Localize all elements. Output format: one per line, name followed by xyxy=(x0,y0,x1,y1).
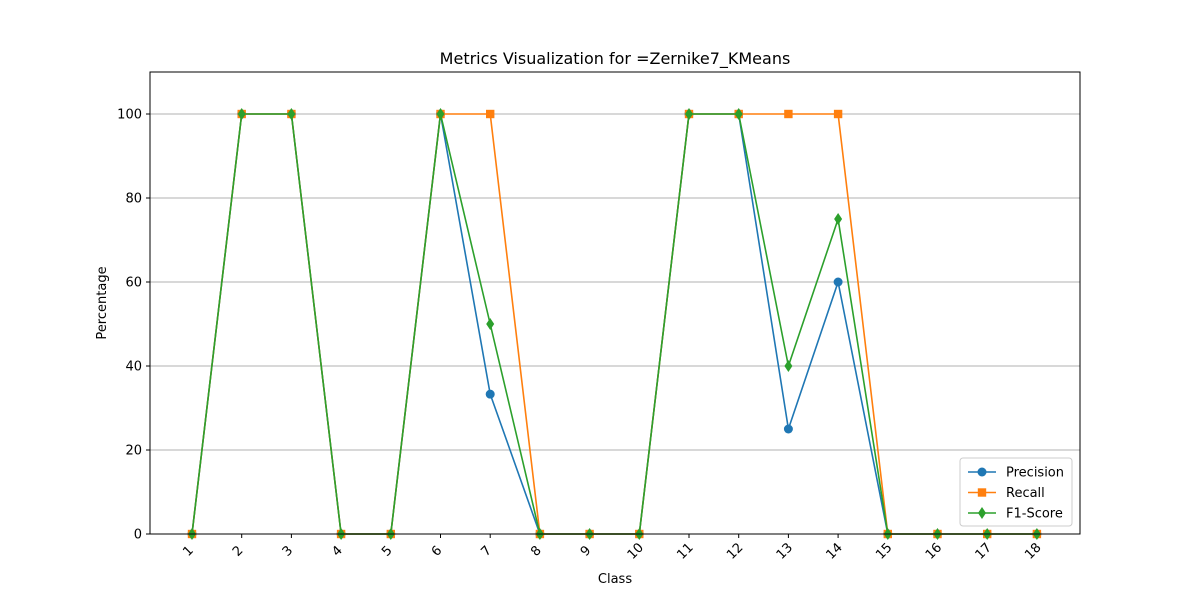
x-axis-label: Class xyxy=(598,572,632,587)
chart-title: Metrics Visualization for =Zernike7_KMea… xyxy=(440,49,791,69)
plot-frame xyxy=(149,71,1081,535)
legend: Precision Recall F1-Score xyxy=(959,457,1073,527)
f1-score-marker xyxy=(436,108,445,120)
f1-score-marker xyxy=(486,318,495,330)
y-tick-label: 0 xyxy=(134,528,142,543)
legend-label: Recall xyxy=(1006,486,1045,501)
legend-marker xyxy=(977,467,987,477)
recall-marker xyxy=(486,109,495,119)
f1-score-marker xyxy=(834,213,843,225)
precision-marker xyxy=(833,277,843,287)
f1-score-marker xyxy=(287,108,296,120)
f1-score-marker xyxy=(784,360,793,372)
y-tick-label: 20 xyxy=(125,444,142,459)
recall-marker xyxy=(833,109,843,119)
y-tick-label: 80 xyxy=(125,192,142,207)
f1-score-marker xyxy=(734,108,743,120)
f1-score-marker xyxy=(237,108,246,120)
legend-label: Precision xyxy=(1006,466,1064,481)
legend-label: F1-Score xyxy=(1006,507,1063,522)
precision-marker xyxy=(485,389,495,399)
legend-marker xyxy=(977,488,987,497)
y-tick-label: 40 xyxy=(125,360,142,375)
y-tick-label: 60 xyxy=(125,276,142,291)
precision-marker xyxy=(783,424,793,434)
legend-box xyxy=(959,457,1073,527)
legend-marker xyxy=(978,507,986,519)
recall-marker xyxy=(784,109,793,119)
y-tick-label: 100 xyxy=(117,108,142,123)
y-axis-label: Percentage xyxy=(95,266,110,339)
f1-score-marker xyxy=(685,108,693,120)
